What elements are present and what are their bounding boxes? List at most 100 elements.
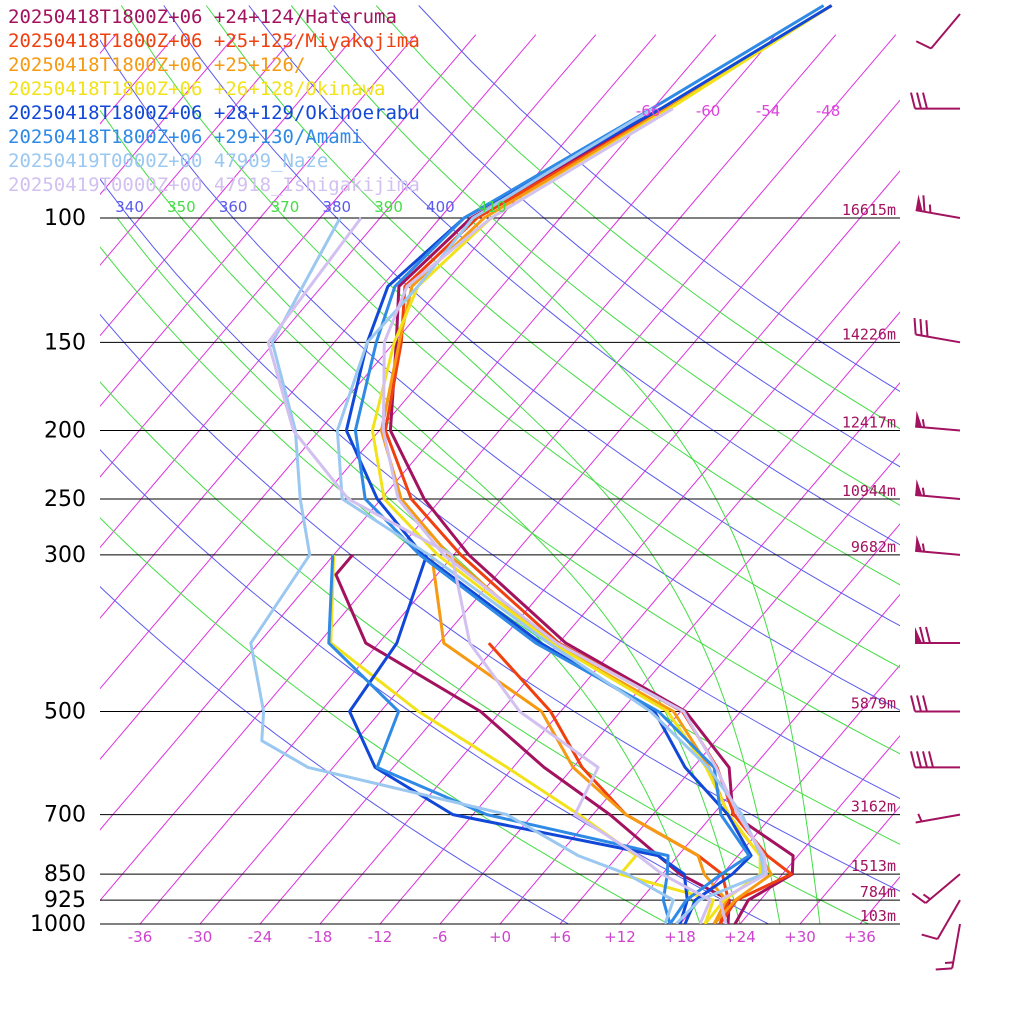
legend-entry: 20250419T0000Z+00 47918_Ishigakijima [8,174,420,196]
temperature-profile [344,4,833,924]
barb-half-feather [944,961,954,964]
temperature-tick-label: +12 [604,928,636,946]
barb-staff [924,873,961,904]
theta-label: 380 [322,198,351,216]
barb-feather [910,695,916,712]
wind-barb [915,410,961,432]
barb-flag [915,194,923,212]
dry-adiabat-line [248,5,900,546]
barb-half-feather [928,204,932,213]
barb-feather [922,751,928,768]
isotherm-line [379,311,900,924]
isotherm-line [100,34,597,619]
temperature-tick-label: +24 [724,928,756,946]
temperature-tick-label: -30 [188,928,213,946]
wind-barb [915,13,961,50]
isotherm-line [319,240,900,924]
barb-feather [916,92,922,109]
pressure-label: 850 [44,862,86,887]
legend-entry: 20250419T0000Z+00 47909_Naze [8,150,328,172]
isotherm-line [100,34,777,831]
dry-adiabat-line [100,178,900,800]
barb-feather [915,40,932,50]
barb-staff [936,899,961,940]
dry-adiabat-line [100,313,900,892]
barb-half-feather [921,419,926,428]
pressure-label: 1000 [30,912,86,937]
legend-entry: 20250418T1800Z+06 +26+128/Okinawa [8,78,386,100]
barb-feather [916,695,922,712]
dewpoint-profile [249,217,675,924]
height-label: 9682m [851,538,896,556]
barb-feather [921,933,938,941]
height-label: 16615m [842,201,896,219]
barb-feather [925,320,929,337]
isotherm-line [980,35,1024,924]
temperature-profile [370,4,833,924]
wind-barb [915,534,961,556]
dewpoint-profile [266,217,712,924]
theta-label: 340 [115,198,144,216]
barb-feather [922,92,928,109]
moist-adiabat-line [468,217,821,924]
barb-half-feather [921,543,926,552]
isotherm-line [100,34,657,690]
isobars [100,217,900,925]
wind-barbs [910,13,961,971]
isotherm-line [100,34,477,478]
isotherm-line [739,734,900,924]
barb-staff [915,549,961,556]
pressure-label: 200 [44,419,86,444]
dry-adiabat-line [163,5,900,627]
barb-staff [915,209,961,219]
wind-barb [915,479,961,500]
height-label: 10944m [842,482,896,500]
theta-label: 360 [219,198,248,216]
isotherm-line [559,523,900,924]
barb-feather [922,695,928,712]
isotherm-line [139,34,897,924]
theta-label: 390 [374,198,403,216]
temperature-tick-label: -6 [433,928,448,946]
isotherm-label: -54 [756,102,781,120]
axis-labels: 100 16615m 150 14226m 200 12417m 250 10944m 300 9… [30,102,896,946]
barb-feather [928,751,934,768]
dry-adiabat-line [290,5,900,506]
pressure-label: 500 [44,699,86,724]
dewpoint-profile [430,554,728,924]
wind-barb [915,813,961,824]
wind-barb [915,194,961,219]
barb-feather [925,626,931,644]
pressure-label: 100 [44,206,86,231]
barb-feather [919,319,923,336]
barb-half-feather [917,813,923,822]
height-label: 784m [860,883,896,901]
theta-label: 350 [167,198,196,216]
isotherm-line [920,35,1024,924]
dry-adiabat-line [100,517,669,924]
temperature-tick-label: -24 [248,928,273,946]
pressure-label: 150 [44,330,86,355]
isotherm-line [799,805,900,924]
wind-barb [935,923,961,971]
barb-staff [915,813,961,824]
theta-label: 370 [271,198,300,216]
legend-entry: 20250418T1800Z+06 +25+126/ [8,54,305,76]
barb-flag [915,534,923,552]
barb-feather [916,751,922,768]
isotherm-line [199,99,900,924]
temperature-profile [388,4,833,924]
barb-staff [930,13,961,50]
temperature-tick-label: +0 [489,928,511,946]
barb-feather [935,967,953,971]
barb-half-feather [921,487,926,496]
barb-feather [910,751,916,768]
wind-barb [913,317,961,344]
pressure-label: 300 [44,543,86,568]
wind-barb [921,899,961,941]
dewpoint-profile [329,554,715,924]
temperature-profile [383,4,833,924]
barb-staff [915,425,961,432]
barb-staff [915,333,961,344]
dry-adiabat-line [100,449,769,924]
